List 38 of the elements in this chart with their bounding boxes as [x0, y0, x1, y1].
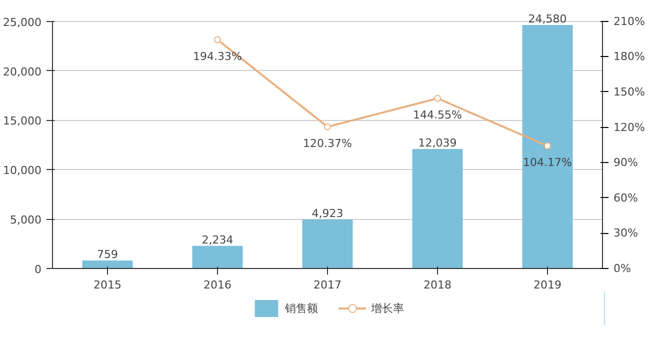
y2-tick-label: 30% [614, 226, 638, 240]
x-tick-label: 2015 [94, 278, 122, 292]
legend-label: 增长率 [371, 300, 404, 316]
bar [82, 260, 133, 268]
y2-tick-label: 60% [614, 191, 638, 204]
legend-label: 销售额 [285, 300, 318, 316]
y2-tick-label: 210% [614, 14, 645, 28]
point [544, 142, 551, 150]
y2-tick-label: 150% [614, 85, 645, 98]
data-label: 24,580 [528, 12, 567, 26]
y2-tick-label: 90% [614, 156, 638, 170]
y-tick-label: 15,000 [3, 114, 42, 128]
x-tick-label: 2017 [314, 278, 342, 292]
data-label: 104.17% [523, 156, 572, 169]
y-tick-label: 0 [34, 263, 42, 276]
y-tick-label: 20,000 [3, 65, 42, 78]
y2-tick-label: 180% [614, 50, 645, 64]
y-tick-label: 10,000 [3, 164, 42, 178]
y-tick-label: 25,000 [3, 16, 42, 29]
y-tick-label: 5,000 [10, 214, 42, 227]
data-label: 4,923 [312, 206, 344, 220]
bar [192, 246, 243, 268]
x-tick-label: 2019 [534, 278, 562, 292]
y2-tick-label: 120% [614, 120, 645, 134]
bar [522, 24, 573, 268]
bar [412, 148, 463, 268]
data-label: 12,039 [418, 136, 457, 150]
data-label: 144.55% [413, 108, 462, 122]
bar [302, 219, 353, 268]
data-label: 2,234 [202, 233, 234, 246]
data-label: 120.37% [303, 136, 352, 150]
x-tick-label: 2018 [424, 278, 452, 292]
point [324, 123, 331, 130]
data-label: 759 [97, 248, 118, 261]
x-tick-label: 2016 [204, 278, 232, 292]
y2-tick-label: 0% [614, 262, 631, 275]
point [214, 36, 221, 44]
point [434, 94, 441, 102]
